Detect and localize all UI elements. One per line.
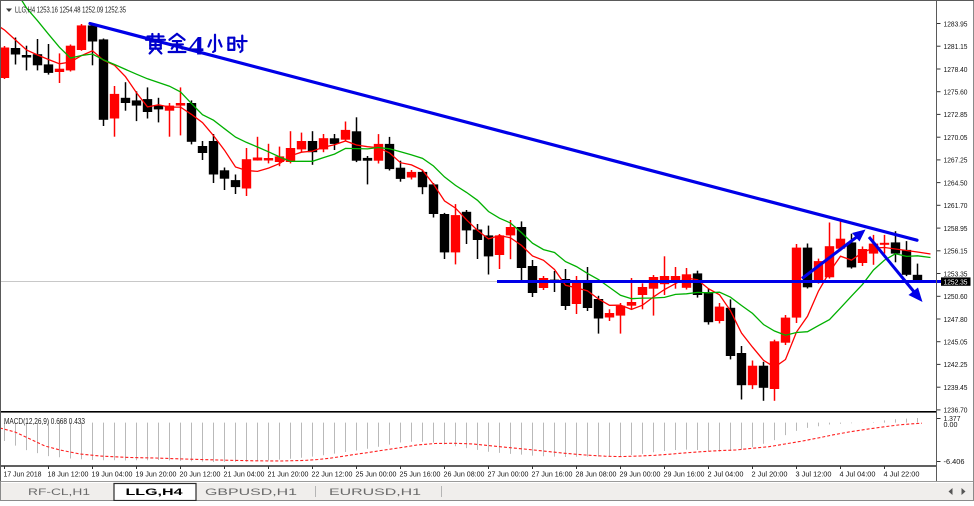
svg-text:4 Jul 22:00: 4 Jul 22:00 [884, 470, 920, 479]
svg-text:1258.95: 1258.95 [944, 224, 968, 233]
svg-text:LLG,H4: LLG,H4 [126, 487, 184, 498]
svg-text:19 Jun 04:00: 19 Jun 04:00 [92, 470, 133, 479]
svg-text:21 Jun 20:00: 21 Jun 20:00 [268, 470, 309, 479]
svg-text:18 Jun 12:00: 18 Jun 12:00 [48, 470, 89, 479]
svg-text:22 Jun 12:00: 22 Jun 12:00 [312, 470, 353, 479]
svg-text:25 Jun 00:00: 25 Jun 00:00 [356, 470, 397, 479]
svg-text:LLG,H4 1253.16 1254.48 1252.09: LLG,H4 1253.16 1254.48 1252.09 1252.35 [15, 5, 126, 15]
svg-text:1.377: 1.377 [944, 414, 961, 423]
svg-text:20 Jun 12:00: 20 Jun 12:00 [180, 470, 221, 479]
svg-text:27 Jun 00:00: 27 Jun 00:00 [488, 470, 529, 479]
svg-text:19 Jun 20:00: 19 Jun 20:00 [136, 470, 177, 479]
svg-text:28 Jun 08:00: 28 Jun 08:00 [576, 470, 617, 479]
svg-text:GBPUSD,H1: GBPUSD,H1 [205, 487, 297, 498]
svg-text:29 Jun 00:00: 29 Jun 00:00 [620, 470, 661, 479]
svg-text:1275.60: 1275.60 [944, 88, 968, 97]
svg-text:1252.35: 1252.35 [944, 277, 968, 286]
svg-text:1245.05: 1245.05 [944, 338, 968, 347]
svg-text:21 Jun 04:00: 21 Jun 04:00 [224, 470, 265, 479]
svg-text:1242.25: 1242.25 [944, 360, 968, 369]
svg-text:4: 4 [188, 32, 204, 61]
svg-text:RF-CL,H1: RF-CL,H1 [28, 487, 90, 498]
svg-text:1250.60: 1250.60 [944, 292, 968, 301]
svg-text:1267.25: 1267.25 [944, 156, 968, 165]
svg-text:29 Jun 16:00: 29 Jun 16:00 [664, 470, 705, 479]
svg-text:1278.40: 1278.40 [944, 65, 968, 74]
svg-text:2 Jul 20:00: 2 Jul 20:00 [752, 470, 788, 479]
svg-text:1283.95: 1283.95 [944, 19, 968, 28]
svg-text:17 Jun 2018: 17 Jun 2018 [4, 470, 42, 479]
svg-text:2 Jul 04:00: 2 Jul 04:00 [708, 470, 744, 479]
svg-text:EURUSD,H1: EURUSD,H1 [329, 487, 421, 498]
svg-text:1272.85: 1272.85 [944, 110, 968, 119]
svg-text:25 Jun 16:00: 25 Jun 16:00 [400, 470, 441, 479]
svg-text:3 Jul 12:00: 3 Jul 12:00 [796, 470, 832, 479]
svg-text:1281.15: 1281.15 [944, 42, 968, 51]
svg-text:1261.70: 1261.70 [944, 201, 968, 210]
svg-text:1270.05: 1270.05 [944, 133, 968, 142]
svg-text:1253.35: 1253.35 [944, 269, 968, 278]
svg-text:4 Jul 04:00: 4 Jul 04:00 [840, 470, 876, 479]
svg-text:-6.406: -6.406 [944, 457, 965, 466]
svg-text:MACD(12,26,9) 0.668 0.433: MACD(12,26,9) 0.668 0.433 [4, 416, 85, 426]
svg-text:1264.50: 1264.50 [944, 178, 968, 187]
svg-text:1239.45: 1239.45 [944, 383, 968, 392]
svg-text:1256.15: 1256.15 [944, 247, 968, 256]
svg-text:1236.70: 1236.70 [944, 406, 968, 415]
svg-text:0.00: 0.00 [944, 420, 958, 429]
svg-text:26 Jun 08:00: 26 Jun 08:00 [444, 470, 485, 479]
svg-text:1247.80: 1247.80 [944, 315, 968, 324]
svg-text:27 Jun 16:00: 27 Jun 16:00 [532, 470, 573, 479]
